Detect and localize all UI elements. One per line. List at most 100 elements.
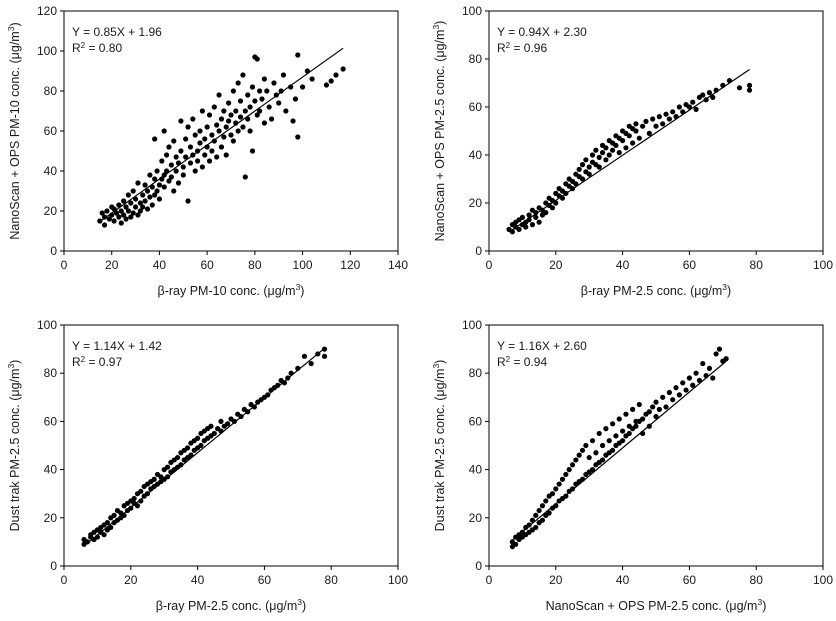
data-point bbox=[135, 180, 141, 186]
data-point bbox=[225, 421, 231, 427]
data-point bbox=[231, 418, 237, 424]
data-point bbox=[142, 182, 148, 188]
y-axis-title: Dust trak PM-2.5 conc. (μg/m3) bbox=[431, 360, 447, 532]
data-point bbox=[230, 88, 236, 94]
regression-line bbox=[508, 69, 750, 233]
data-point bbox=[168, 174, 174, 180]
data-point bbox=[221, 134, 227, 140]
data-point bbox=[613, 433, 619, 439]
data-point bbox=[529, 222, 536, 228]
regression-line bbox=[511, 360, 727, 541]
data-point bbox=[636, 135, 642, 141]
scatter-panel-1: 0 20 40 60 80 100 120 140 0 20 40 60 80 100 120 β-ray P… bbox=[6, 4, 408, 298]
data-point bbox=[620, 138, 626, 144]
data-point bbox=[206, 112, 213, 118]
data-point bbox=[543, 210, 549, 216]
data-point bbox=[247, 128, 253, 134]
data-point bbox=[746, 82, 753, 88]
x-tick-label: 40 bbox=[616, 258, 630, 272]
x-axis-title: β-ray PM-10 conc. (μg/m3) bbox=[158, 282, 305, 298]
y-tick-label: 120 bbox=[37, 4, 57, 18]
data-point bbox=[589, 152, 596, 158]
data-point bbox=[168, 162, 174, 168]
data-point bbox=[125, 208, 132, 214]
plot-frame bbox=[488, 324, 824, 567]
data-point bbox=[254, 56, 260, 62]
data-point bbox=[616, 150, 622, 156]
data-point bbox=[526, 522, 532, 528]
data-point bbox=[214, 154, 220, 160]
data-point bbox=[161, 128, 167, 134]
data-point bbox=[218, 144, 225, 150]
data-point bbox=[653, 123, 659, 129]
data-point bbox=[640, 416, 646, 422]
x-tick-label: 100 bbox=[388, 573, 408, 587]
data-point bbox=[586, 164, 592, 170]
data-point bbox=[216, 92, 222, 98]
data-point bbox=[523, 224, 529, 230]
data-point bbox=[283, 108, 289, 114]
data-point bbox=[696, 377, 703, 384]
data-point bbox=[533, 210, 539, 216]
data-point bbox=[278, 88, 284, 94]
data-point bbox=[249, 148, 256, 154]
data-point bbox=[185, 198, 191, 204]
y-tick-label: 40 bbox=[469, 148, 483, 162]
data-point bbox=[245, 92, 251, 98]
data-point bbox=[653, 399, 659, 405]
data-point bbox=[710, 375, 716, 381]
y-tick-label: 40 bbox=[44, 164, 58, 178]
data-point bbox=[257, 88, 263, 94]
data-point bbox=[121, 198, 127, 204]
data-point bbox=[603, 157, 609, 163]
data-point bbox=[599, 150, 606, 156]
regression-equation: Y = 1.16X + 2.60 bbox=[497, 339, 587, 353]
regression-line bbox=[83, 347, 325, 547]
data-point bbox=[533, 512, 539, 518]
data-point bbox=[121, 212, 127, 218]
data-point bbox=[266, 104, 272, 110]
data-point bbox=[261, 120, 267, 126]
data-point bbox=[192, 168, 198, 174]
data-point bbox=[197, 140, 203, 146]
data-point bbox=[190, 116, 196, 122]
data-point bbox=[101, 214, 108, 220]
y-tick-label: 100 bbox=[462, 4, 482, 18]
data-point bbox=[257, 108, 263, 114]
data-point bbox=[206, 158, 213, 164]
data-point bbox=[609, 147, 616, 153]
data-point bbox=[192, 132, 198, 138]
data-point bbox=[187, 160, 194, 166]
data-point bbox=[746, 87, 753, 93]
data-point bbox=[569, 462, 576, 468]
y-tick-label: 60 bbox=[44, 124, 58, 138]
y-tick-label: 20 bbox=[469, 511, 483, 525]
data-point bbox=[579, 447, 586, 453]
data-point bbox=[128, 200, 134, 206]
data-point bbox=[630, 140, 636, 146]
data-point bbox=[199, 108, 205, 114]
data-point bbox=[606, 152, 612, 158]
data-point bbox=[118, 220, 124, 226]
data-point bbox=[710, 94, 716, 100]
data-point bbox=[292, 96, 299, 102]
r-squared-label: R2 = 0.94 bbox=[497, 355, 547, 370]
data-point bbox=[653, 413, 659, 420]
data-point bbox=[609, 447, 616, 453]
data-point bbox=[666, 116, 672, 122]
data-point bbox=[152, 176, 158, 182]
data-point bbox=[147, 194, 153, 200]
data-point bbox=[603, 145, 609, 151]
x-axis-title: β-ray PM-2.5 conc. (μg/m3) bbox=[581, 282, 731, 298]
x-tick-label: 80 bbox=[325, 573, 339, 587]
data-point bbox=[242, 108, 248, 114]
data-point bbox=[656, 114, 662, 120]
data-point bbox=[686, 375, 693, 381]
data-point bbox=[223, 152, 229, 158]
data-point bbox=[195, 435, 201, 441]
data-point bbox=[583, 157, 589, 163]
data-point bbox=[164, 464, 171, 470]
data-point bbox=[579, 162, 586, 168]
y-tick-label: 100 bbox=[37, 44, 57, 58]
data-point bbox=[706, 365, 713, 371]
